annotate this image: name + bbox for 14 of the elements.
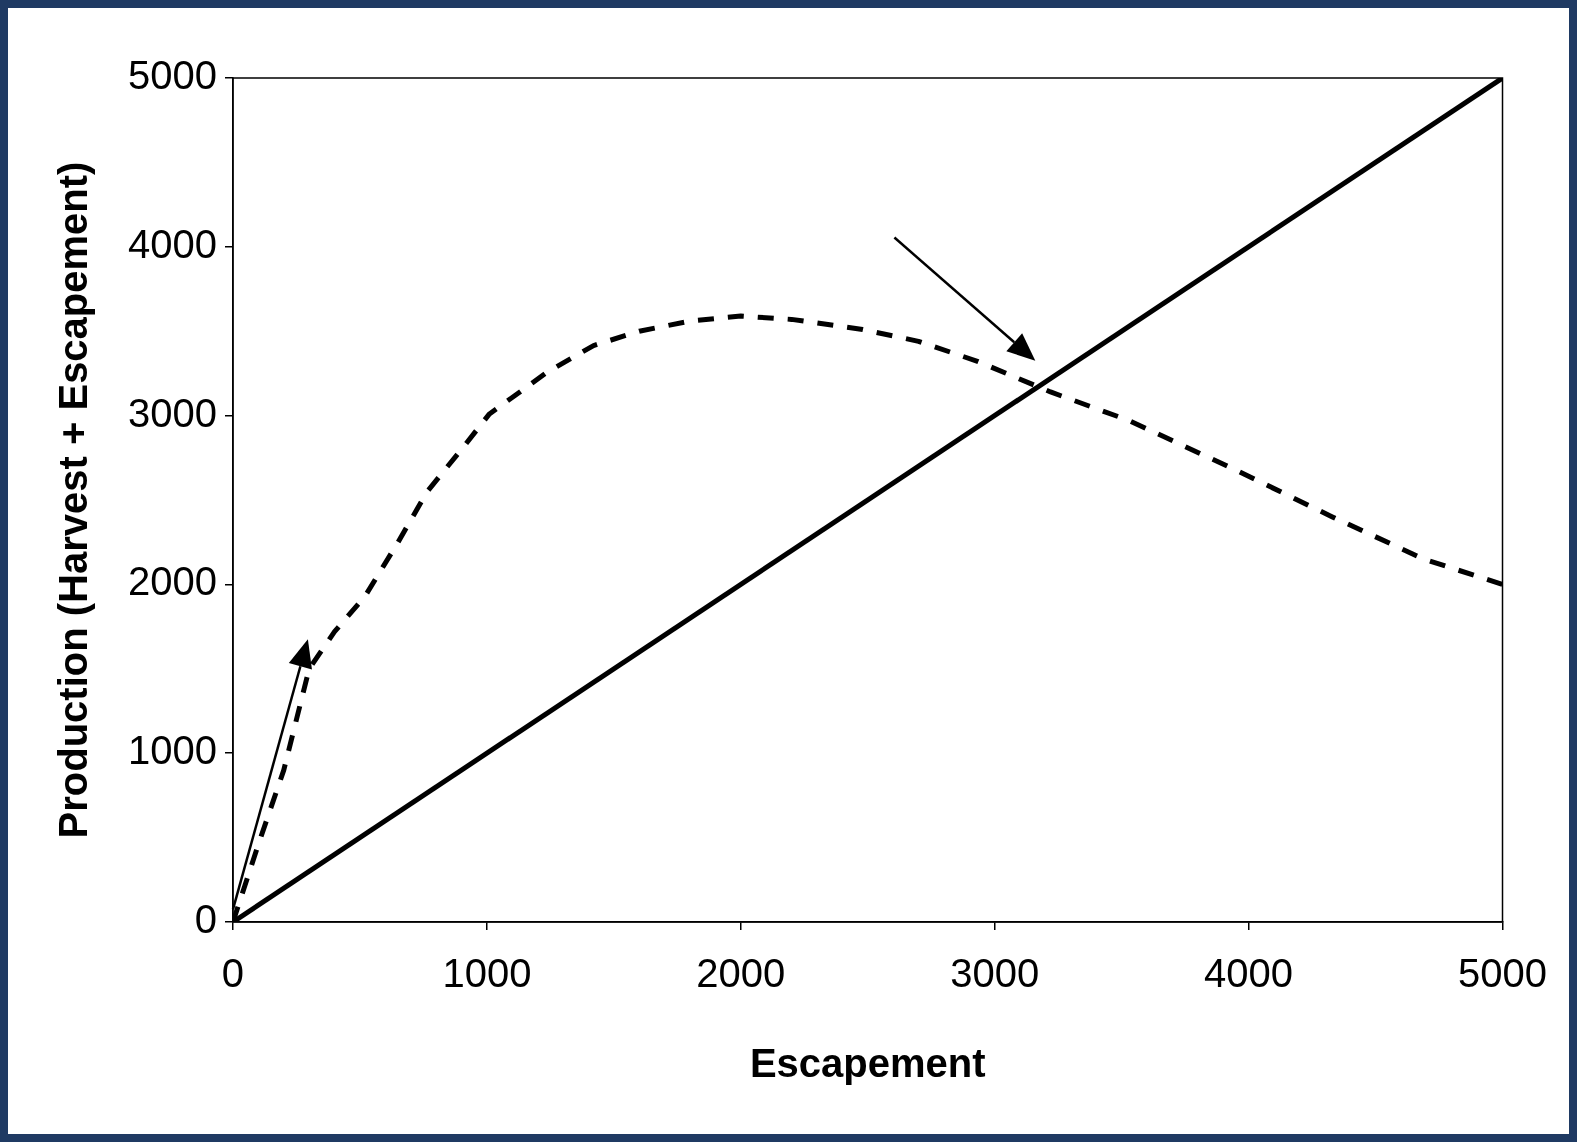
x-axis-title: Escapement [749, 1041, 986, 1086]
y-tick-label: 5000 [128, 53, 217, 98]
x-tick-label: 3000 [950, 951, 1040, 996]
y-tick-label: 2000 [128, 559, 217, 604]
x-tick-label: 1000 [442, 951, 532, 996]
y-tick-label: 4000 [128, 221, 217, 266]
y-tick-label: 1000 [128, 728, 217, 773]
x-tick-label: 2000 [696, 951, 786, 996]
x-tick-label: 0 [221, 951, 245, 996]
y-axis-title: Production (Harvest + Escapement) [51, 161, 96, 839]
y-tick-label: 0 [194, 897, 217, 942]
x-tick-label: 5000 [1458, 951, 1547, 996]
x-tick-label: 4000 [1204, 951, 1294, 996]
y-tick-label: 3000 [128, 390, 217, 435]
